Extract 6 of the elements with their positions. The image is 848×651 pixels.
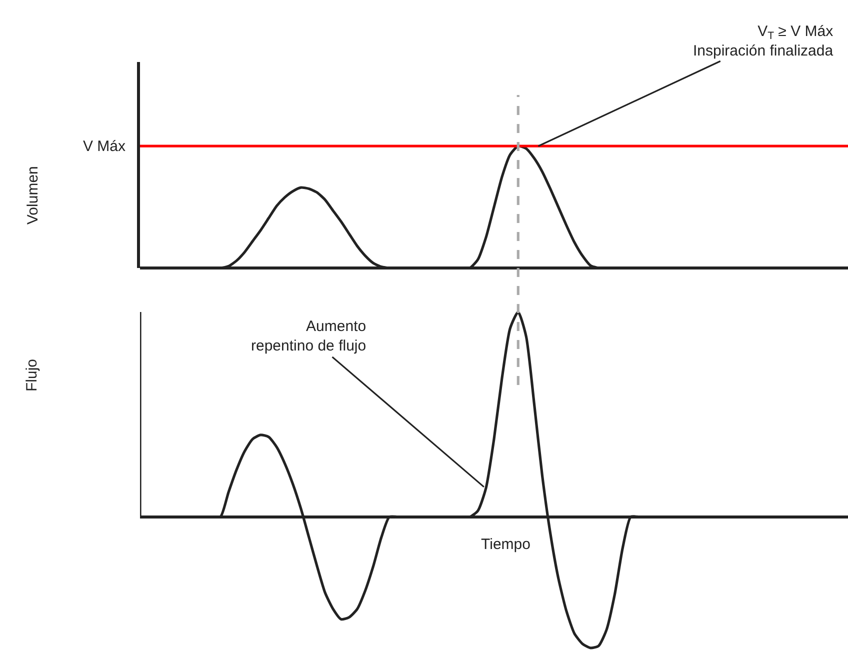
y-axis-title: Flujo bbox=[24, 358, 40, 392]
annotation: Aumento repentino de flujo bbox=[251, 318, 366, 354]
ref-line-label: V Máx bbox=[83, 138, 126, 155]
text: V$_{T}$ ≥ V Máx Inspiración finalizada bbox=[693, 23, 834, 60]
x-axis-title: Tiempo bbox=[481, 536, 530, 553]
y-axis-title: Volumen bbox=[24, 166, 42, 224]
